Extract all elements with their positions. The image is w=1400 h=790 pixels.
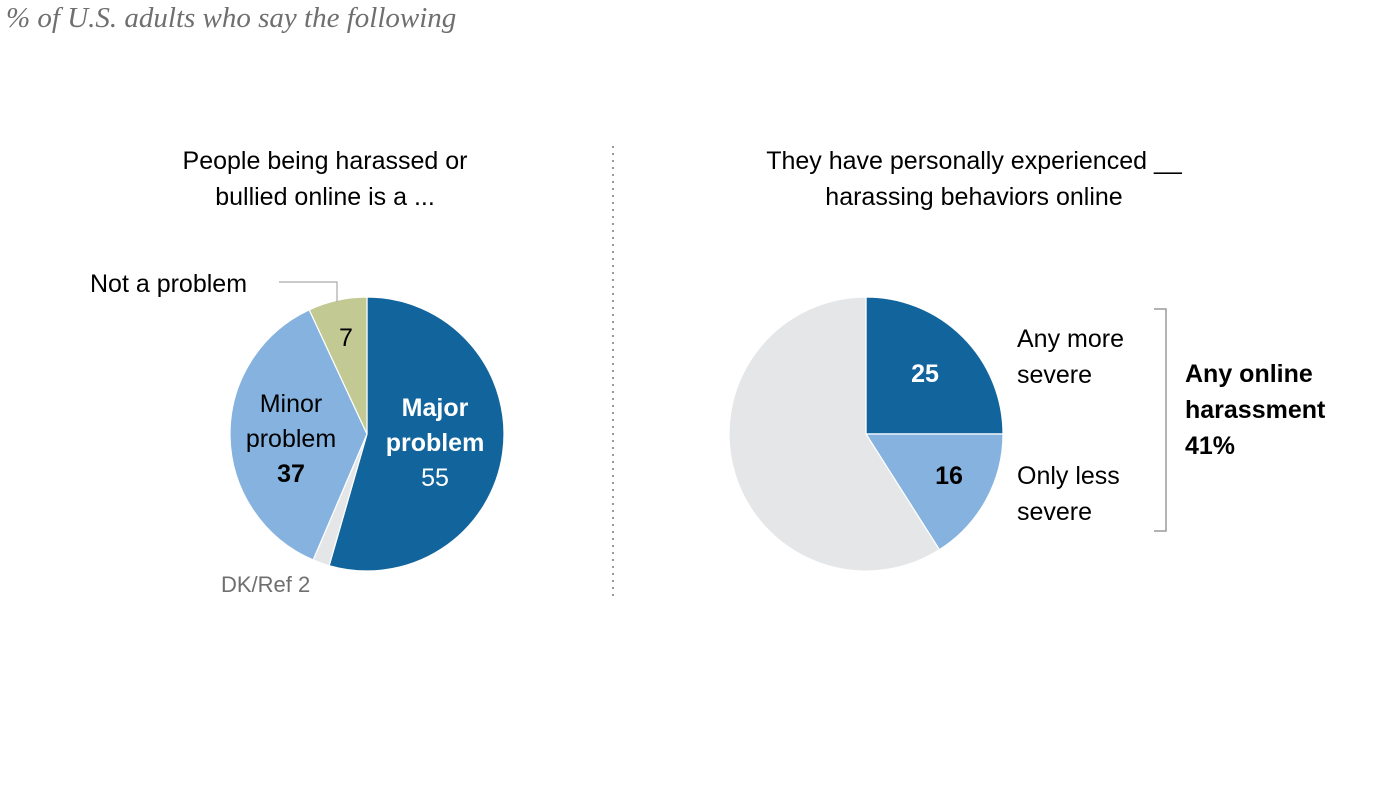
any-more-severe-label-line-1: Any more: [1017, 325, 1124, 353]
left-chart-title-line-1: People being harassed or: [182, 147, 468, 175]
chart-subtitle: % of U.S. adults who say the following: [6, 2, 457, 34]
not-a-problem-label: Not a problem: [90, 270, 247, 298]
any-online-harassment-label-line-2: harassment: [1185, 396, 1326, 424]
harassment-bracket: [1154, 308, 1167, 532]
any-more-severe-label-line-2: severe: [1017, 361, 1092, 389]
right-pie-slice-2: [728, 296, 941, 572]
any-online-harassment-label-line-1: Any online: [1185, 360, 1313, 388]
right-pie-slice-0: [865, 296, 1004, 435]
right-chart-title-line-1: They have personally experienced __: [766, 147, 1182, 175]
only-less-severe-label-line-2: severe: [1017, 498, 1092, 526]
only-less-severe-value: 16: [935, 462, 963, 490]
not-a-problem-leader-line: [279, 281, 338, 302]
any-more-severe-value: 25: [911, 360, 939, 388]
right-pie-slice-1: [864, 433, 1004, 551]
major-problem-label-line-1: Major: [402, 394, 469, 422]
any-online-harassment-value: 41%: [1185, 432, 1235, 460]
minor-problem-value: 37: [277, 460, 305, 488]
minor-problem-label-line-2: problem: [246, 425, 336, 453]
dk-ref-label: DK/Ref 2: [221, 572, 310, 597]
left-chart-title: People being harassed or bullied online …: [183, 143, 468, 215]
right-chart-title: They have personally experienced __ hara…: [766, 143, 1182, 215]
not-a-problem-value: 7: [339, 324, 353, 352]
minor-problem-label-line-1: Minor: [260, 390, 323, 418]
left-pie-slice-2: [229, 308, 368, 561]
major-problem-label-line-2: problem: [386, 429, 485, 457]
left-pie-slice-0: [328, 296, 505, 572]
right-chart-title-line-2: harassing behaviors online: [825, 183, 1123, 211]
major-problem-value: 55: [421, 464, 449, 492]
left-chart-title-line-2: bullied online is a ...: [215, 183, 435, 211]
only-less-severe-label-line-1: Only less: [1017, 462, 1120, 490]
